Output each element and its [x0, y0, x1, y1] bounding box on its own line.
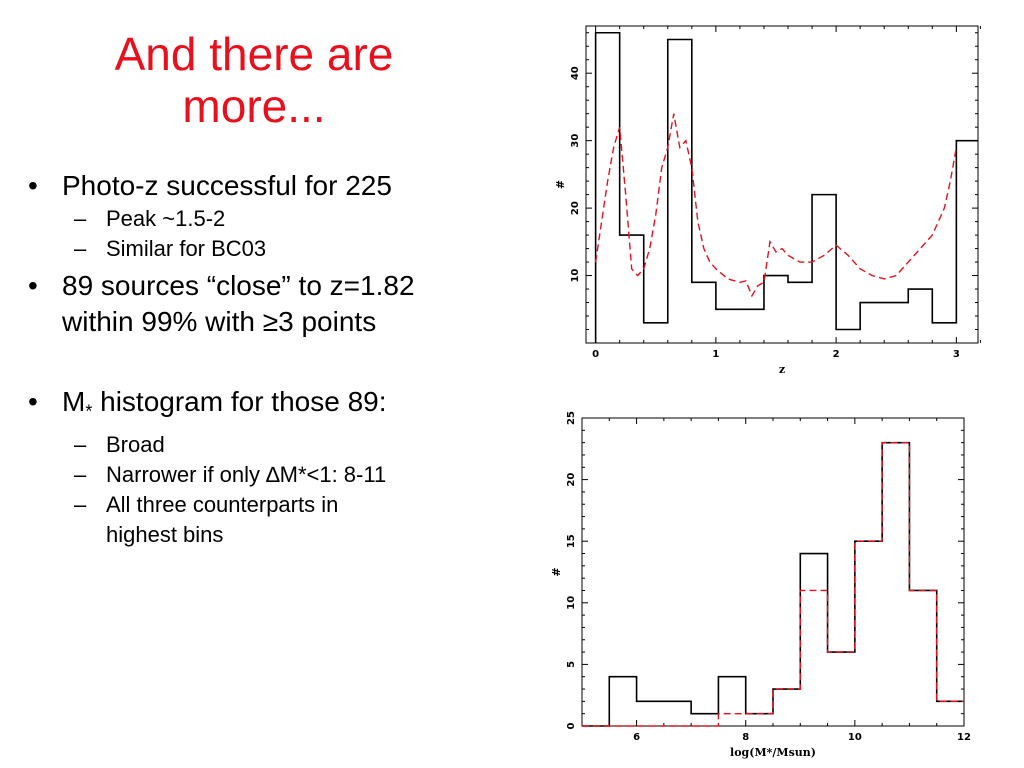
model-histogram-series	[582, 441, 964, 727]
stellar-mass-histogram-chart: 6 8 10 12 0 5 10 15 20 25 log(M*/Msun) #	[550, 411, 971, 759]
plot-frame	[581, 417, 965, 727]
model-curve-series	[594, 113, 958, 298]
sub-bullet-dash: –	[74, 206, 87, 231]
redshift-histogram-chart: 0 1 2 3 10 20 30 40 z #	[554, 25, 981, 376]
bullet-dot: •	[28, 270, 38, 301]
bullet-2: • 89 sources “close” to z=1.82 within 99…	[28, 268, 528, 340]
y-tick-label: 20	[566, 473, 577, 487]
sub-bullet-text: Peak ~1.5-2	[106, 206, 226, 231]
sub-bullet: – Narrower if only ∆M*<1: 8-11	[28, 460, 528, 490]
bullet-3: • M* histogram for those 89:	[28, 384, 528, 430]
sub-bullet: – Broad	[28, 430, 528, 460]
y-tick-label: 15	[566, 534, 577, 548]
bullet-list: • Photo-z successful for 225 – Peak ~1.5…	[28, 168, 528, 550]
title-line-1: And there are	[114, 28, 394, 80]
bullet-dot: •	[28, 386, 38, 417]
x-axis-label: log(M*/Msun)	[730, 746, 816, 759]
y-tick-label: 5	[566, 661, 577, 668]
bullet-1: • Photo-z successful for 225	[28, 168, 528, 204]
x-tick-label: 1	[712, 349, 719, 360]
sub-bullet-dash: –	[74, 236, 87, 261]
bullet-3-text-post: histogram for those 89:	[92, 386, 387, 417]
x-tick-label: 12	[957, 732, 971, 743]
sub-bullet-text: Broad	[106, 431, 165, 457]
bullet-3-text-pre: M	[62, 386, 86, 417]
x-tick-label: 2	[833, 349, 840, 360]
bullet-3-text-sub: *	[85, 401, 93, 422]
bullet-1-text: Photo-z successful for 225	[62, 170, 392, 201]
sub-bullet: – All three counterparts in highest bins	[28, 490, 528, 550]
slide-title: And there are more...	[40, 28, 468, 132]
x-tick-label: 8	[742, 732, 749, 743]
y-tick-label: 40	[570, 66, 581, 80]
x-tick-label: 10	[848, 732, 862, 743]
y-tick-label: 30	[570, 134, 581, 148]
x-tick-label: 3	[953, 349, 960, 360]
bullet-2-text: 89 sources “close” to z=1.82	[62, 270, 415, 301]
sub-bullet: – Peak ~1.5-2	[28, 204, 528, 234]
histogram-series	[582, 441, 964, 727]
sub-bullet-dash: –	[74, 491, 87, 517]
sub-bullet: – Similar for BC03	[28, 234, 528, 264]
sub-bullet-text: Similar for BC03	[106, 236, 267, 261]
sub-bullet-dash: –	[74, 431, 87, 457]
sub-bullet-text: All three counterparts in	[106, 491, 339, 517]
y-tick-label: 25	[566, 411, 577, 425]
y-tick-label: 0	[566, 722, 577, 729]
sub-bullet-continuation: highest bins	[106, 521, 224, 547]
plot-frame	[585, 25, 979, 344]
sub-bullet-text: Narrower if only ∆M*<1: 8-11	[106, 461, 387, 487]
x-tick-label: 0	[592, 349, 599, 360]
y-axis-label: #	[550, 567, 563, 576]
bullet-2-continuation: within 99% with ≥3 points	[62, 306, 377, 337]
y-tick-label: 10	[566, 596, 577, 610]
histogram-series	[594, 31, 978, 343]
title-line-2: more...	[182, 80, 326, 132]
x-axis-label: z	[779, 363, 785, 376]
y-tick-label: 10	[570, 269, 581, 283]
sub-bullet-dash: –	[74, 461, 87, 487]
bullet-dot: •	[28, 170, 38, 201]
y-tick-label: 20	[570, 201, 581, 215]
y-axis-label: #	[554, 180, 567, 189]
x-tick-label: 6	[633, 732, 640, 743]
